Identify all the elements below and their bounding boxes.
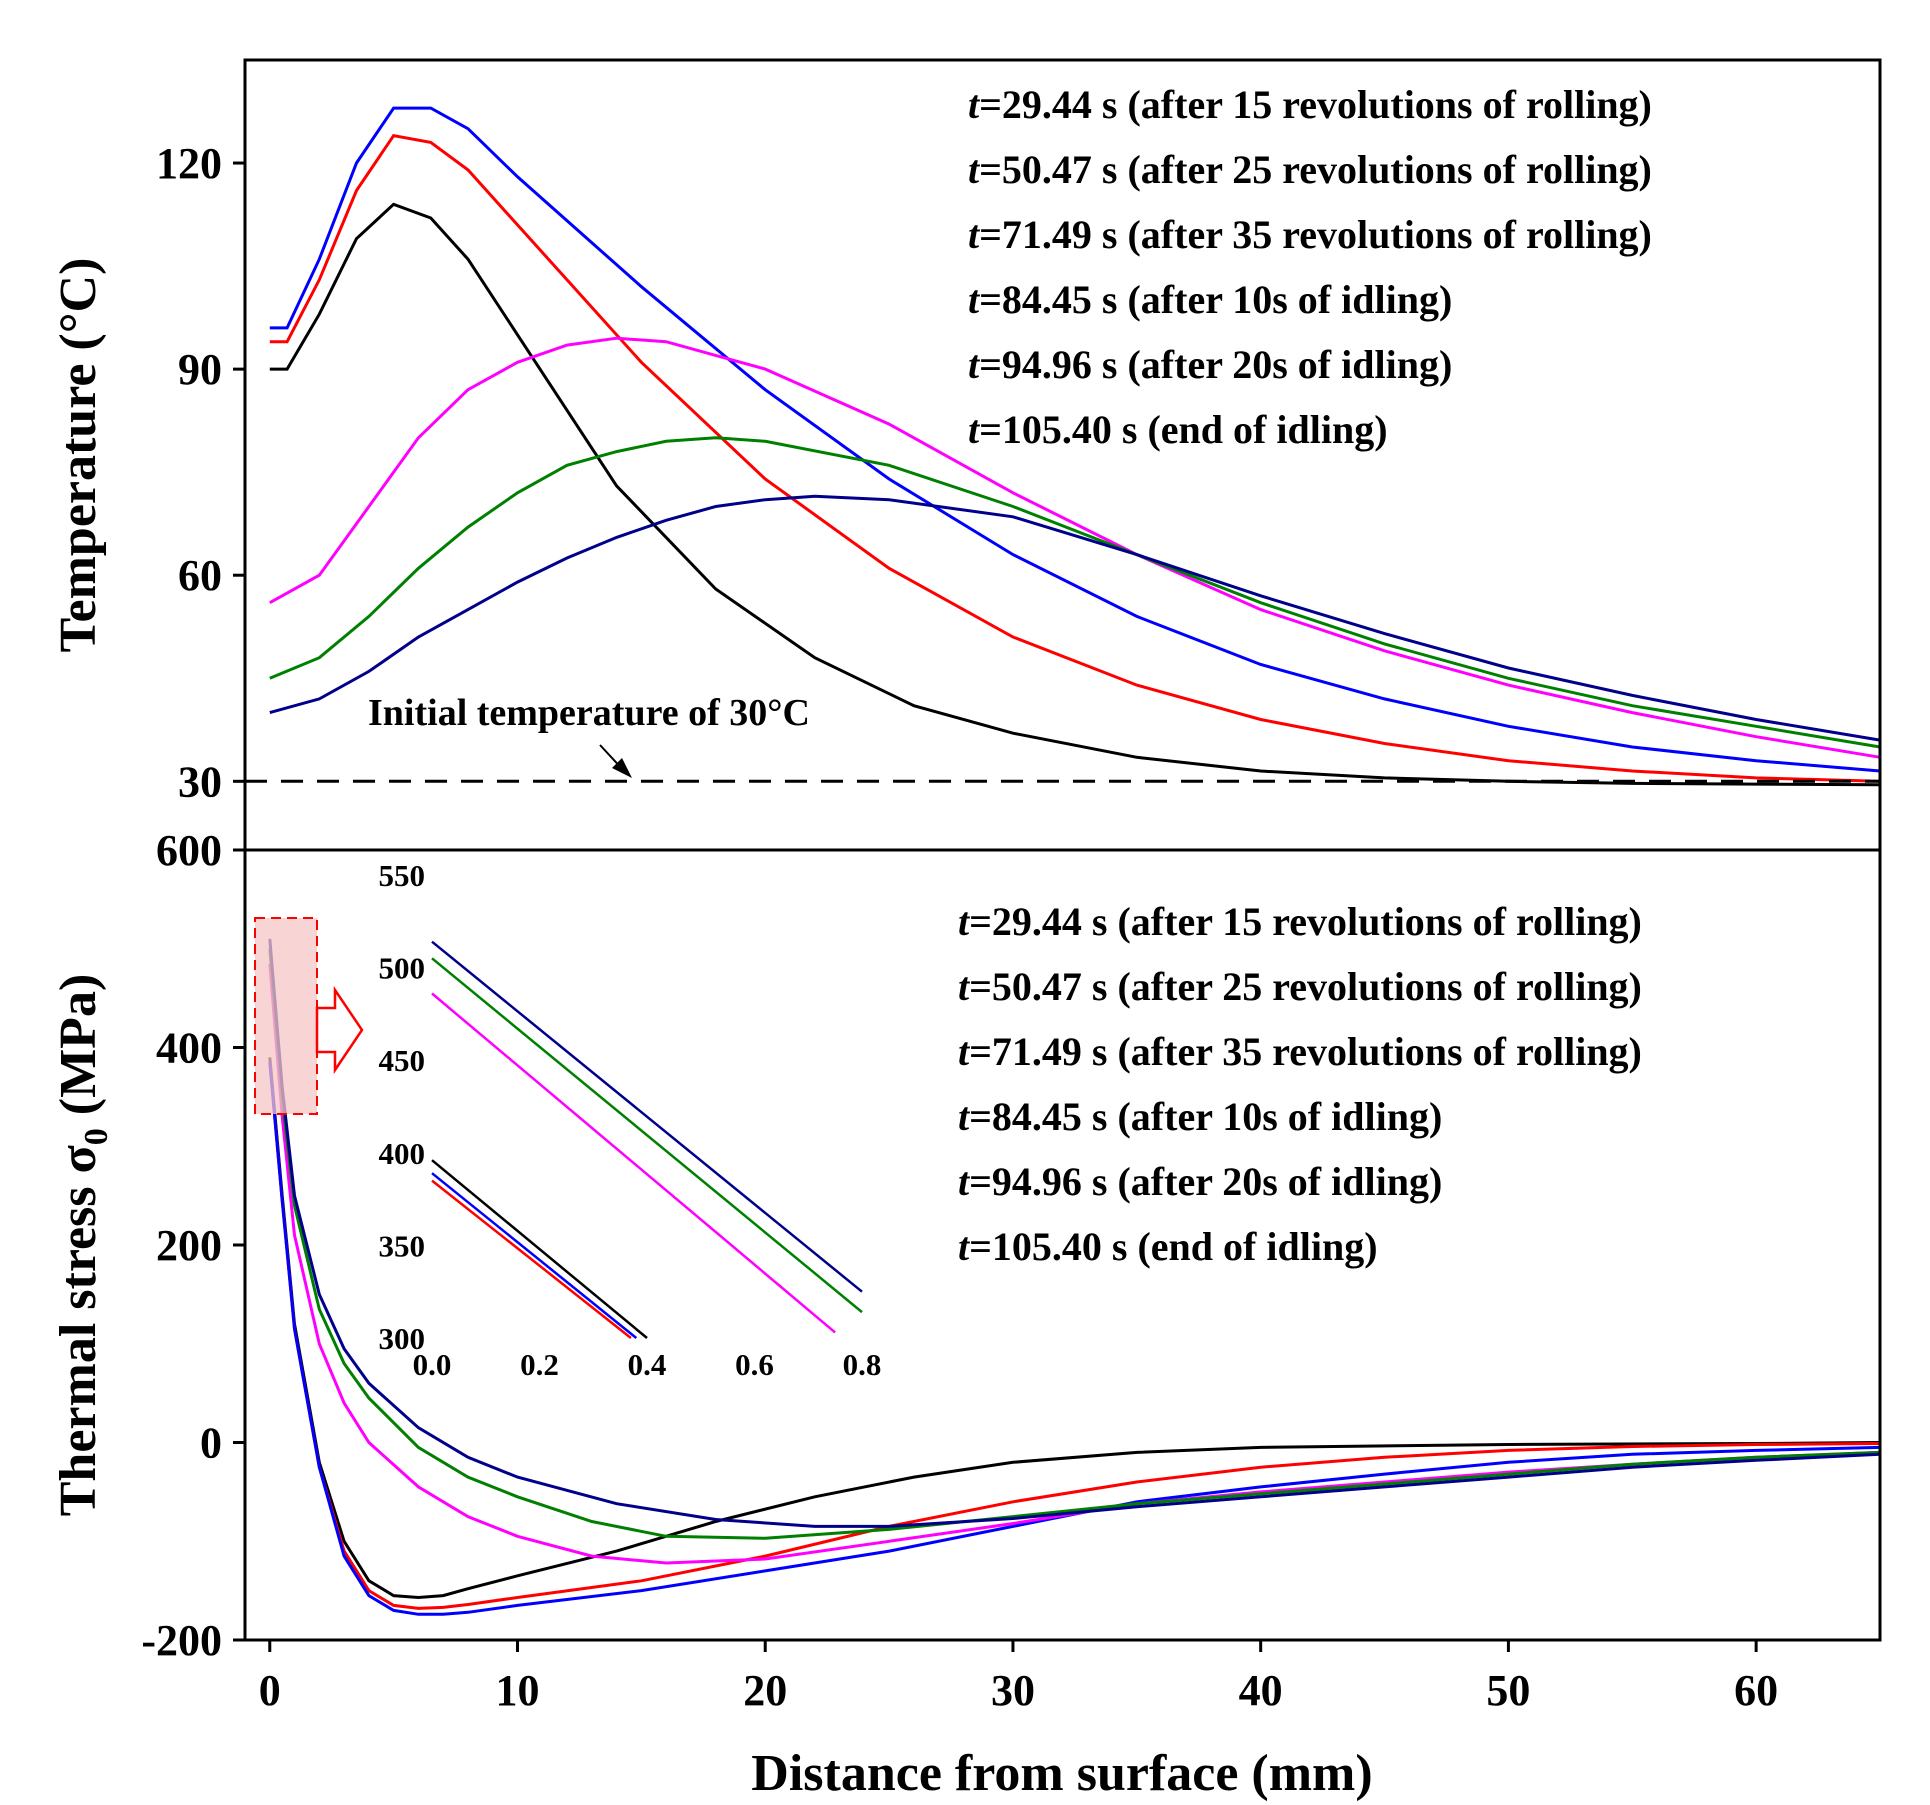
inset-x-tick-label: 0.2 <box>520 1347 559 1382</box>
stress-legend-entry-series-5: t=94.96 s (after 20s of idling) <box>958 1159 1442 1204</box>
distance-x-tick-label: 0 <box>259 1666 281 1715</box>
distance-x-tick-label: 50 <box>1486 1666 1530 1715</box>
inset-y-tick-label: 400 <box>379 1136 426 1171</box>
stress-panel: -200 0 200 400 600 0 10 20 30 40 50 60 Thermal str… <box>50 826 1882 1802</box>
stress-legend: t=29.44 s (after 15 revolutions of rolli… <box>958 899 1642 1269</box>
distance-x-axis-label: Distance from surface (mm) <box>751 1745 1372 1802</box>
temperature-line-series-3 <box>269 106 1881 773</box>
temperature-y-ticks: 30 60 90 120 <box>156 139 245 806</box>
distance-x-tick-label: 60 <box>1734 1666 1778 1715</box>
temperature-line-series-6 <box>269 494 1881 742</box>
temperature-y-tick-label: 30 <box>178 757 222 806</box>
temperature-legend-entry-series-1: t=29.44 s (after 15 revolutions of rolli… <box>968 82 1652 127</box>
inset-x-tick-label: 0.6 <box>735 1347 774 1382</box>
annotation-arrow <box>599 744 632 778</box>
inset-line-series-5 <box>431 957 863 1314</box>
inset-line-series-2 <box>431 1179 632 1339</box>
initial-temperature-annotation: Initial temperature of 30°C <box>368 692 810 734</box>
inset-y-tick-label: 350 <box>379 1228 426 1263</box>
inset-plot: 300 350 400 450 500 550 0.0 0.2 0.4 0.6 0.8 <box>379 858 882 1382</box>
stress-y-ticks: -200 0 200 400 600 <box>141 826 245 1665</box>
stress-line-series-5 <box>268 948 1881 1540</box>
temperature-series <box>269 106 1881 787</box>
inset-line-series-6 <box>431 940 863 1293</box>
stress-legend-entry-series-3: t=71.49 s (after 35 revolutions of rolli… <box>958 1029 1642 1074</box>
temperature-legend-entry-series-4: t=84.45 s (after 10s of idling) <box>968 277 1452 322</box>
inset-line-series-1 <box>431 1159 648 1339</box>
inset-x-ticks: 0.0 0.2 0.4 0.6 0.8 <box>413 1347 882 1382</box>
stress-y-tick-label: 600 <box>156 826 222 875</box>
inset-x-tick-label: 0.0 <box>413 1347 452 1382</box>
temperature-legend-entry-series-2: t=50.47 s (after 25 revolutions of rolli… <box>968 147 1652 192</box>
temperature-legend: t=29.44 s (after 15 revolutions of rolli… <box>968 82 1652 452</box>
inset-y-ticks: 300 350 400 450 500 550 <box>379 858 426 1356</box>
inset-y-tick-label: 450 <box>379 1043 426 1078</box>
inset-series <box>431 940 863 1339</box>
stress-y-tick-label: 400 <box>156 1024 222 1073</box>
temperature-y-tick-label: 120 <box>156 139 222 188</box>
stress-y-tick-label: -200 <box>141 1616 222 1665</box>
temperature-legend-entry-series-3: t=71.49 s (after 35 revolutions of rolli… <box>968 212 1652 257</box>
distance-x-tick-label: 10 <box>496 1666 540 1715</box>
stress-series <box>268 938 1881 1616</box>
temperature-panel: 30 60 90 120 Temperature (°C) Initial tempe… <box>50 58 1882 852</box>
stress-legend-entry-series-2: t=50.47 s (after 25 revolutions of rolli… <box>958 964 1642 1009</box>
temperature-legend-entry-series-5: t=94.96 s (after 20s of idling) <box>968 342 1452 387</box>
inset-line-series-3 <box>431 1172 638 1339</box>
temperature-line-series-2 <box>269 133 1881 783</box>
temperature-line-series-5 <box>269 436 1881 749</box>
temperature-y-tick-label: 90 <box>178 345 222 394</box>
stress-line-series-1 <box>268 1057 1881 1600</box>
stress-line-series-6 <box>268 938 1881 1528</box>
inset-y-tick-label: 550 <box>379 858 426 893</box>
temperature-legend-entry-series-6: t=105.40 s (end of idling) <box>968 407 1388 452</box>
temperature-y-axis-label: Temperature (°C) <box>50 258 107 653</box>
distance-x-ticks: 0 10 20 30 40 50 60 <box>259 1640 1778 1715</box>
inset-y-tick-label: 500 <box>379 951 426 986</box>
stress-line-series-4 <box>268 963 1881 1565</box>
stress-legend-entry-series-1: t=29.44 s (after 15 revolutions of rolli… <box>958 899 1642 944</box>
inset-x-tick-label: 0.4 <box>628 1347 667 1382</box>
distance-x-tick-label: 40 <box>1239 1666 1283 1715</box>
temperature-line-series-4 <box>269 336 1881 759</box>
inset-y-tick-label: 300 <box>379 1321 426 1356</box>
distance-x-tick-label: 30 <box>991 1666 1035 1715</box>
distance-x-tick-label: 20 <box>743 1666 787 1715</box>
stress-legend-entry-series-6: t=105.40 s (end of idling) <box>958 1224 1378 1269</box>
inset-x-tick-label: 0.8 <box>843 1347 882 1382</box>
stress-y-tick-label: 0 <box>200 1419 222 1468</box>
inset-line-series-4 <box>431 992 836 1334</box>
stress-line-series-3 <box>268 1062 1881 1616</box>
temperature-y-tick-label: 60 <box>178 551 222 600</box>
stress-y-tick-label: 200 <box>156 1221 222 1270</box>
stress-y-axis-label: Thermal stress σ0 (MPa) <box>50 974 115 1517</box>
zoom-highlight <box>254 917 364 1115</box>
stress-plot-frame <box>243 848 1882 1642</box>
stress-legend-entry-series-4: t=84.45 s (after 10s of idling) <box>958 1094 1442 1139</box>
